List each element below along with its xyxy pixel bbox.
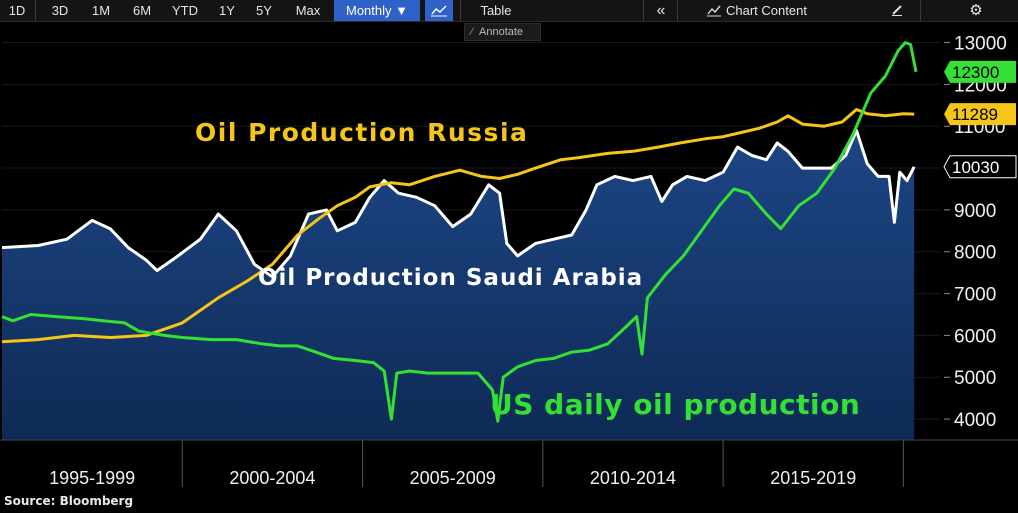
frequency-dropdown[interactable]: Monthly ▼ bbox=[334, 0, 420, 21]
range-max-button[interactable]: Max bbox=[295, 3, 321, 18]
chart-toolbar: 1D 3D 1M 6M YTD 1Y 5Y Max Monthly ▼ Tabl… bbox=[0, 0, 1018, 22]
annotate-label: Annotate bbox=[479, 26, 524, 38]
chart-content-button[interactable]: Chart Content bbox=[726, 3, 807, 18]
russia-last-value-badge: 11289 bbox=[944, 103, 1016, 126]
x-tick-label: 2005-2009 bbox=[410, 468, 496, 488]
russia-last-value-text: 11289 bbox=[952, 105, 998, 124]
range-1y-button[interactable]: 1Y bbox=[219, 3, 235, 18]
range-5y-button[interactable]: 5Y bbox=[256, 3, 272, 18]
collapse-chevron-icon[interactable]: « bbox=[656, 2, 666, 19]
line-chart-icon[interactable] bbox=[425, 0, 453, 21]
x-tick-label: 1995-1999 bbox=[49, 468, 135, 488]
y-axis: 4000500060007000800090001000011000120001… bbox=[944, 34, 1007, 431]
table-button[interactable]: Table bbox=[480, 3, 512, 18]
toolbar-divider bbox=[35, 0, 36, 21]
us-series-line bbox=[1, 41, 918, 423]
saudi-area-fill bbox=[2, 130, 915, 440]
saudi-series-line bbox=[1, 128, 916, 279]
y-tick-label: 6000 bbox=[954, 326, 996, 347]
russia-annotation: Oil Production Russia bbox=[195, 118, 528, 147]
y-tick-label: 13000 bbox=[954, 34, 1007, 55]
y-tick-label: 4000 bbox=[954, 410, 996, 431]
russia-series-line bbox=[1, 108, 915, 344]
range-ytd-button[interactable]: YTD bbox=[172, 3, 198, 18]
series-lines bbox=[1, 41, 918, 423]
source-credit: Source: Bloomberg bbox=[4, 494, 133, 508]
y-tick-label: 7000 bbox=[954, 285, 996, 306]
us-last-value-text: 12300 bbox=[952, 63, 999, 82]
range-3d-button[interactable]: 3D bbox=[51, 3, 69, 18]
x-tick-label: 2010-2014 bbox=[590, 468, 676, 488]
saudi-last-value-text: 10030 bbox=[952, 158, 999, 177]
annotate-button[interactable]: ∕ Annotate bbox=[464, 23, 541, 41]
chart-content-icon bbox=[704, 0, 724, 21]
us-annotation: US daily oil production bbox=[490, 388, 860, 421]
range-1d-button[interactable]: 1D bbox=[8, 3, 26, 18]
range-6m-button[interactable]: 6M bbox=[132, 3, 152, 18]
y-tick-label: 9000 bbox=[954, 201, 996, 222]
saudi-last-value-badge: 10030 bbox=[943, 155, 1017, 179]
x-tick-label: 2000-2004 bbox=[229, 468, 315, 488]
x-tick-label: 2015-2019 bbox=[770, 468, 856, 488]
us-last-value-badge: 12300 bbox=[944, 60, 1016, 83]
toolbar-divider bbox=[643, 0, 644, 21]
toolbar-divider bbox=[460, 0, 461, 21]
edit-pencil-icon[interactable] bbox=[886, 0, 908, 21]
annotate-pencil-icon: ∕ bbox=[471, 26, 473, 38]
saudi-annotation: Oil Production Saudi Arabia bbox=[258, 265, 643, 291]
y-tick-label: 5000 bbox=[954, 368, 996, 389]
x-axis: 1995-1999 2000-2004 2005-2009 2010-2014 2015… bbox=[0, 439, 1018, 488]
range-1m-button[interactable]: 1M bbox=[91, 3, 111, 18]
settings-gear-icon[interactable]: ⚙ bbox=[969, 2, 983, 19]
last-value-badges: 12300 11289 10030 bbox=[943, 60, 1017, 179]
y-tick-label: 8000 bbox=[954, 243, 996, 264]
toolbar-divider bbox=[677, 0, 678, 21]
toolbar-divider bbox=[920, 0, 921, 21]
